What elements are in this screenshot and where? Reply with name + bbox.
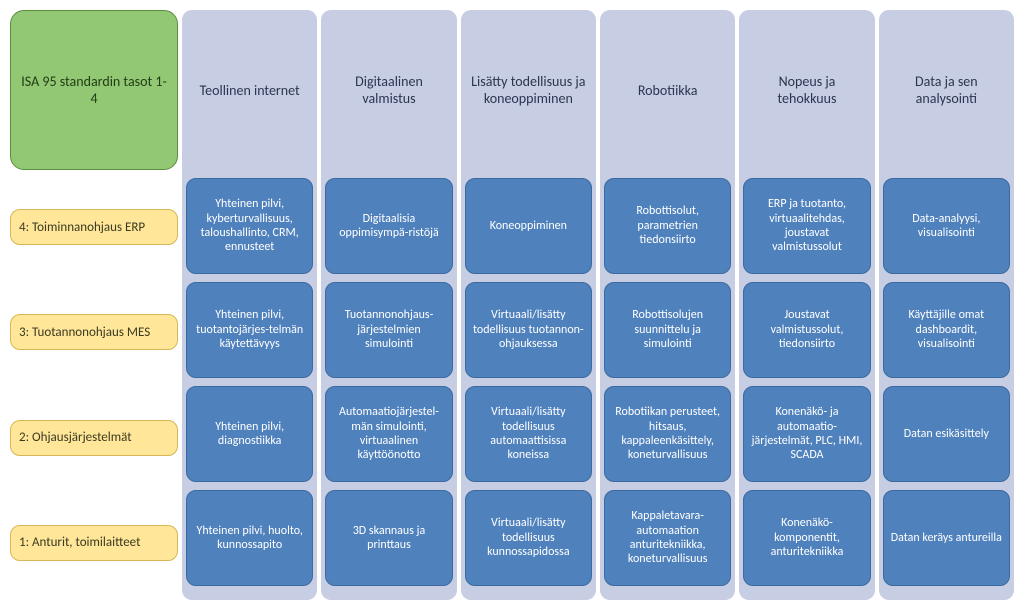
- column-pillar-3: RobotiikkaRobottisolut, parametrien tied…: [600, 10, 735, 600]
- row-label-level-1: 1: Anturit, toimilaitteet: [10, 525, 178, 561]
- row-label-wrap: 4: Toiminnanohjaus ERP: [10, 179, 178, 275]
- cell-r1-c5: Käyttäjille omat dashboardit, visualisoi…: [883, 282, 1010, 378]
- cell-r0-c2: Koneoppiminen: [465, 178, 592, 274]
- cell-r1-c1: Tuotannonohjaus-järjestelmien simulointi: [325, 282, 452, 378]
- column-header-0: Teollinen internet: [186, 10, 313, 170]
- cell-r2-c5: Datan esikäsittely: [883, 386, 1010, 482]
- cell-r2-c2: Virtuaali/lisätty todellisuus automaatti…: [465, 386, 592, 482]
- cell-r3-c1: 3D skannaus ja printtaus: [325, 490, 452, 586]
- column-header-5: Data ja sen analysointi: [883, 10, 1010, 170]
- column-pillar-4: Nopeus ja tehokkuusERP ja tuotanto, virt…: [739, 10, 874, 600]
- isa95-header: ISA 95 standardin tasot 1-4: [10, 10, 178, 170]
- cell-r0-c4: ERP ja tuotanto, virtuaalitehdas, jousta…: [743, 178, 870, 274]
- cell-r3-c0: Yhteinen pilvi, huolto, kunnossapito: [186, 490, 313, 586]
- row-label-wrap: 3: Tuotannonohjaus MES: [10, 284, 178, 380]
- column-header-1: Digitaalinen valmistus: [325, 10, 452, 170]
- cell-r1-c4: Joustavat valmistussolut, tiedonsiirto: [743, 282, 870, 378]
- cell-r1-c2: Virtuaali/lisätty todellisuus tuotannon-…: [465, 282, 592, 378]
- column-header-3: Robotiikka: [604, 10, 731, 170]
- column-pillar-2: Lisätty todellisuus ja koneoppiminenKone…: [461, 10, 596, 600]
- cell-r3-c3: Kappaletavara-automaation anturitekniikk…: [604, 490, 731, 586]
- cell-r0-c3: Robottisolut, parametrien tiedonsiirto: [604, 178, 731, 274]
- cell-r2-c3: Robotiikan perusteet, hitsaus, kappaleen…: [604, 386, 731, 482]
- row-label-level-2: 2: Ohjausjärjestelmät: [10, 420, 178, 456]
- cell-r0-c1: Digitaalisia oppimisympä-ristöjä: [325, 178, 452, 274]
- cell-r2-c4: Konenäkö- ja automaatio-järjestelmät, PL…: [743, 386, 870, 482]
- column-header-4: Nopeus ja tehokkuus: [743, 10, 870, 170]
- cell-r0-c5: Data-analyysi, visualisointi: [883, 178, 1010, 274]
- cell-r1-c0: Yhteinen pilvi, tuotantojärjes-telmän kä…: [186, 282, 313, 378]
- column-pillar-5: Data ja sen analysointiData-analyysi, vi…: [879, 10, 1014, 600]
- cell-r3-c5: Datan keräys antureilla: [883, 490, 1010, 586]
- row-label-level-3: 3: Tuotannonohjaus MES: [10, 314, 178, 350]
- cell-r1-c3: Robottisolujen suunnittelu ja simulointi: [604, 282, 731, 378]
- row-label-wrap: 2: Ohjausjärjestelmät: [10, 390, 178, 486]
- column-header-2: Lisätty todellisuus ja koneoppiminen: [465, 10, 592, 170]
- column-pillar-1: Digitaalinen valmistusDigitaalisia oppim…: [321, 10, 456, 600]
- cell-r0-c0: Yhteinen pilvi, kyberturvallisuus, talou…: [186, 178, 313, 274]
- column-pillar-0: Teollinen internetYhteinen pilvi, kybert…: [182, 10, 317, 600]
- row-label-level-4: 4: Toiminnanohjaus ERP: [10, 209, 178, 245]
- row-label-wrap: 1: Anturit, toimilaitteet: [10, 495, 178, 591]
- cell-r3-c2: Virtuaali/lisätty todellisuus kunnossapi…: [465, 490, 592, 586]
- cell-r2-c1: Automaatiojärjestel-män simulointi, virt…: [325, 386, 452, 482]
- cell-r2-c0: Yhteinen pilvi, diagnostiikka: [186, 386, 313, 482]
- cell-r3-c4: Konenäkö-komponentit, anturitekniikka: [743, 490, 870, 586]
